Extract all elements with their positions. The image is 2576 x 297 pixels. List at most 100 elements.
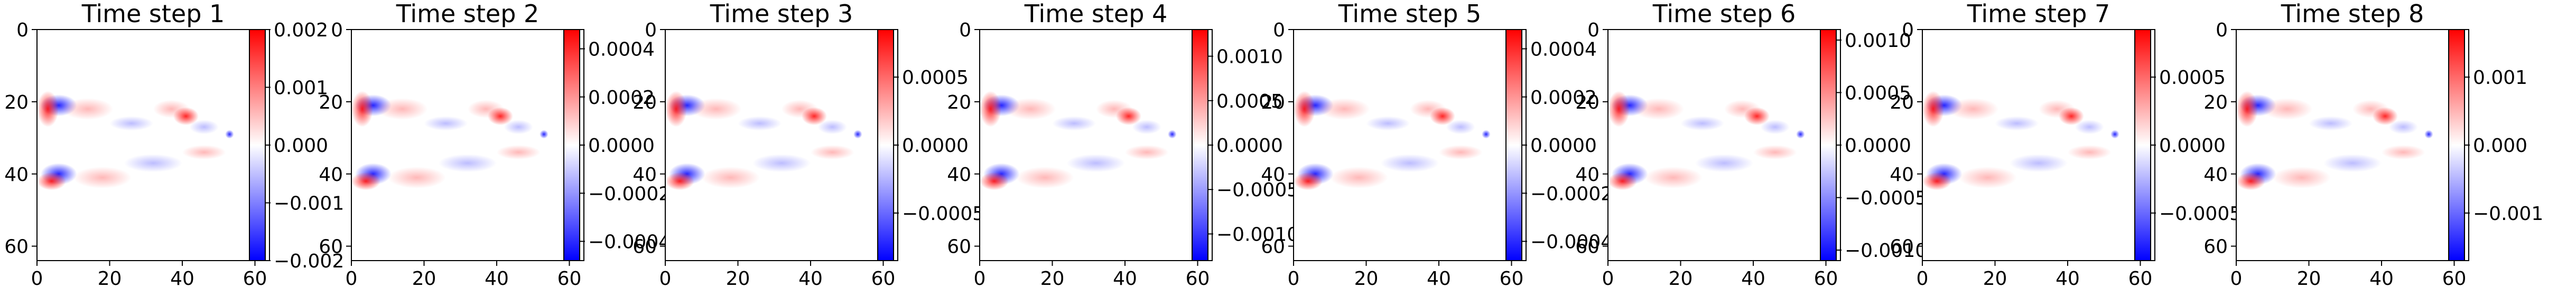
colorbar-tick-label: 0.0005 [1216, 91, 1283, 112]
heatmap-blob [2272, 167, 2331, 189]
colorbar-tick-label: 0.0004 [588, 39, 655, 61]
y-tick-label: 0 [16, 20, 29, 41]
x-tick-label: 40 [798, 268, 823, 290]
y-tick-label: 0 [331, 20, 343, 41]
heatmap-blob [811, 145, 854, 160]
colorbar-tick-label: 0.0004 [1530, 39, 1597, 61]
colorbar-tick-label: 0.001 [2473, 67, 2527, 89]
heatmap-background [1294, 30, 1526, 261]
colorbar-tick-label: −0.0010 [1845, 240, 1927, 262]
heatmap [351, 30, 584, 261]
y-tick-label: 0 [2216, 20, 2228, 41]
colorbar-gradient [563, 29, 580, 261]
colorbar-tick-label: −0.0004 [588, 232, 671, 253]
colorbar-tick-label: 0.000 [274, 135, 328, 157]
colorbar-tick-label: 0.001 [274, 78, 328, 99]
heatmap-blob [1439, 145, 1483, 160]
x-tick-label: 60 [2128, 268, 2153, 290]
x-tick-label: 0 [974, 268, 986, 290]
x-tick-label: 40 [1741, 268, 1765, 290]
heatmap-blob [1958, 167, 2017, 189]
heatmap-blob [2262, 98, 2313, 120]
heatmap-blob [1753, 145, 1797, 160]
colorbar-tick-label: 0.002 [274, 20, 328, 41]
heatmap-blob [2382, 145, 2425, 160]
heatmap-blob [752, 154, 811, 173]
y-tick-label: 40 [1261, 164, 1285, 186]
panel-title: Time step 2 [396, 0, 540, 28]
colorbar-tick-label: −0.001 [274, 193, 344, 215]
heatmap-blob [1948, 98, 1999, 120]
x-tick-label: 0 [659, 268, 672, 290]
heatmap-blob [497, 145, 541, 160]
heatmap-blob [1429, 107, 1455, 126]
heatmap-blob [351, 91, 374, 127]
panel-4: Time step 40 20 40 600204060−0.0010−0.00050… [947, 0, 1299, 290]
y-tick-label: 60 [2203, 236, 2228, 258]
x-tick-label: 0 [2230, 268, 2243, 290]
heatmap-blob [1608, 172, 1637, 190]
heatmap-blob [1005, 98, 1056, 120]
colorbar-gradient [2448, 29, 2465, 261]
heatmap-blob [1366, 116, 1410, 131]
heatmap-blob [1294, 172, 1323, 190]
colorbar-tick-label: 0.0000 [2159, 135, 2226, 157]
heatmap-blob [2075, 120, 2104, 135]
heatmap-background [2236, 30, 2469, 261]
colorbar-tick-label: −0.0010 [1216, 224, 1299, 245]
heatmap-blob [487, 107, 513, 126]
y-tick-label: 20 [319, 92, 343, 113]
colorbar-tick-label: 0.0000 [1530, 135, 1597, 157]
colorbar-gradient [1505, 29, 1522, 261]
heatmap-blob [37, 172, 66, 190]
heatmap-blob [173, 107, 199, 126]
heatmap-blob [980, 91, 1002, 127]
heatmap-blob [1995, 116, 2039, 131]
heatmap-blob [2236, 91, 2258, 127]
heatmap-blob [439, 154, 497, 173]
heatmap-blob [853, 130, 862, 139]
panel-title: Time step 5 [1338, 0, 1482, 28]
heatmap-blob [1132, 120, 1161, 135]
y-tick-label: 40 [633, 164, 657, 186]
colorbar-gradient [877, 29, 894, 261]
colorbar-tick-label: 0.0000 [1845, 135, 1911, 157]
x-tick-label: 20 [1354, 268, 1379, 290]
colorbar-tick-label: −0.0002 [588, 183, 671, 205]
heatmap-blob [2058, 107, 2084, 126]
heatmap-blob [1922, 91, 1945, 127]
y-tick-label: 20 [633, 92, 657, 113]
colorbar: −0.001 0.000 0.001 [2448, 29, 2543, 261]
heatmap-blob [377, 98, 428, 120]
heatmap-background [1922, 30, 2155, 261]
heatmap-blob [189, 120, 219, 135]
heatmap-blob [1482, 130, 1491, 139]
y-tick-label: 60 [1575, 236, 1599, 258]
y-tick-label: 0 [1587, 20, 1599, 41]
x-tick-label: 40 [2369, 268, 2394, 290]
heatmap [665, 30, 898, 261]
x-tick-label: 20 [2297, 268, 2321, 290]
heatmap-blob [2068, 145, 2112, 160]
x-tick-label: 60 [1186, 268, 1210, 290]
colorbar-tick-label: 0.0000 [902, 135, 969, 157]
colorbar-tick-label: −0.0005 [2159, 203, 2242, 225]
panel-7: Time step 70 20 40 600204060−0.00050.00000.… [1890, 0, 2242, 290]
heatmap-blob [2309, 116, 2352, 131]
heatmap-blob [2236, 172, 2265, 190]
colorbar-tick-label: −0.0005 [902, 203, 984, 225]
x-tick-label: 20 [412, 268, 436, 290]
heatmap [1294, 30, 1526, 261]
heatmap-blob [1381, 154, 1439, 173]
x-tick-label: 60 [2442, 268, 2467, 290]
x-tick-label: 0 [31, 268, 43, 290]
x-tick-label: 0 [346, 268, 358, 290]
colorbar-tick-label: 0.0000 [1216, 135, 1283, 157]
x-tick-label: 0 [1917, 268, 1929, 290]
heatmap [1608, 30, 1840, 261]
panel-3: Time step 30 20 40 600204060−0.00050.00000.… [633, 0, 984, 290]
heatmap-blob [1052, 116, 1096, 131]
y-tick-label: 20 [4, 92, 29, 113]
heatmap-blob [1922, 172, 1951, 190]
